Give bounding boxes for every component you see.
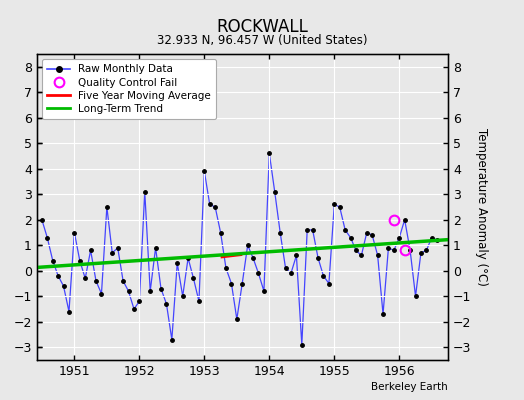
Text: 32.933 N, 96.457 W (United States): 32.933 N, 96.457 W (United States) xyxy=(157,34,367,47)
Y-axis label: Temperature Anomaly (°C): Temperature Anomaly (°C) xyxy=(475,128,488,286)
Legend: Raw Monthly Data, Quality Control Fail, Five Year Moving Average, Long-Term Tren: Raw Monthly Data, Quality Control Fail, … xyxy=(42,59,216,119)
Text: Berkeley Earth: Berkeley Earth xyxy=(372,382,448,392)
Text: ROCKWALL: ROCKWALL xyxy=(216,18,308,36)
